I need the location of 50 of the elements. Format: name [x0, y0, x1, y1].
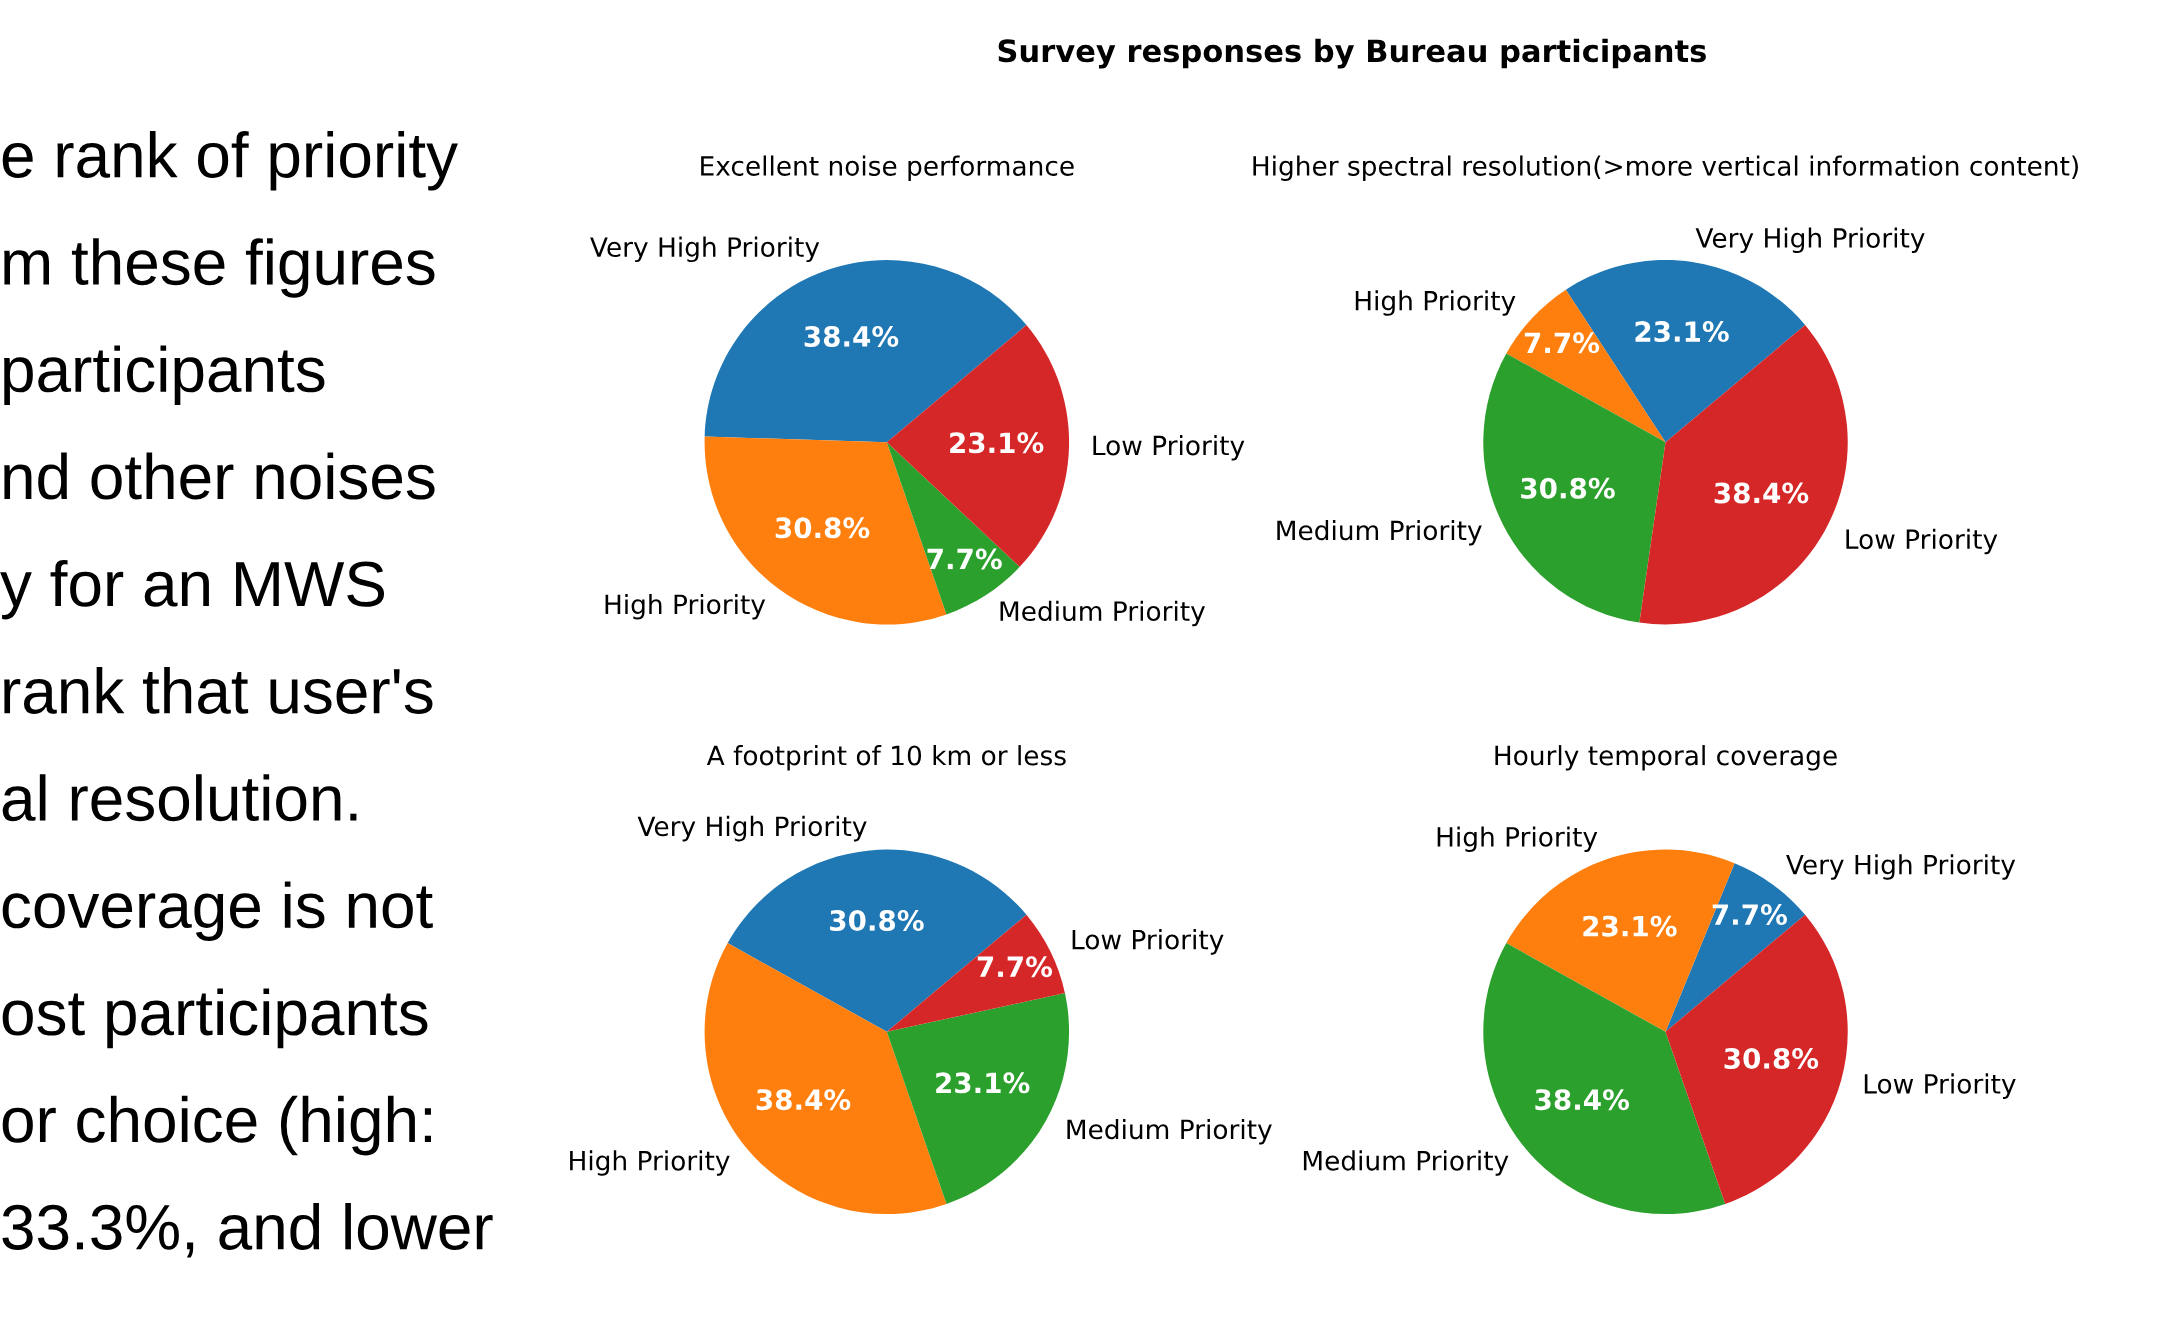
- data-label: 23.1%: [950, 432, 1044, 454]
- text: Survey responses by Bureau participants: [998, 38, 1706, 69]
- text: rank that user's: [4, 667, 433, 714]
- slice-label: Low Priority: [1093, 435, 1245, 461]
- slice-label: Low Priority: [1864, 1073, 2016, 1099]
- data-label: 7.7%: [927, 548, 1002, 570]
- text: coverage is not: [2, 881, 433, 941]
- text: e rank of priority: [2, 131, 458, 191]
- chart-title: Hourly temporal coverage: [1495, 745, 1837, 771]
- slice-label: Low Priority: [1846, 528, 1998, 555]
- pie-slice: [886, 993, 1069, 1204]
- data-label: 23.1%: [1583, 915, 1677, 937]
- slice-label: Very High Priority: [590, 236, 820, 263]
- slice-label: High Priority: [1437, 826, 1598, 852]
- slice-label: Very High Priority: [1695, 227, 1925, 254]
- slice-label: Low Priority: [1072, 929, 1224, 955]
- slice-label: Medium Priority: [1277, 519, 1482, 546]
- text: or choice (high:: [2, 1095, 431, 1156]
- data-label: 30.8%: [1521, 477, 1615, 499]
- slice-label: High Priority: [605, 593, 766, 620]
- data-label: 30.8%: [830, 910, 924, 932]
- text: participants: [4, 345, 325, 405]
- data-label: 30.8%: [1724, 1047, 1819, 1069]
- slice-label: Very High Priority: [637, 815, 867, 842]
- slice-label: Very High Priority: [1786, 854, 2016, 880]
- slice-label: Medium Priority: [1000, 600, 1205, 627]
- text: y for an MWS: [0, 559, 385, 620]
- text: 33.3%, and lower: [2, 1203, 493, 1258]
- data-label: 38.4%: [804, 325, 899, 347]
- slice-label: Medium Priority: [1303, 1150, 1509, 1176]
- slice-label: Medium Priority: [1067, 1118, 1272, 1145]
- data-label: 7.7%: [1712, 904, 1787, 926]
- chart-title: Higher spectral resolution(>more vertical information content): [1253, 155, 2078, 181]
- text: nd other noises: [4, 452, 435, 500]
- data-label: 23.1%: [1635, 321, 1729, 343]
- chart-title: A footprint of 10 km or less: [706, 745, 1066, 771]
- chart-title: Excellent noise performance: [701, 155, 1074, 181]
- data-label: 38.4%: [1714, 482, 1809, 504]
- slice-label: High Priority: [1355, 290, 1516, 316]
- pie-slice: [1483, 353, 1666, 623]
- text: al resolution.: [2, 774, 357, 822]
- text: ost participants: [2, 988, 428, 1049]
- data-label: 7.7%: [977, 956, 1053, 978]
- data-label: 30.8%: [775, 517, 870, 539]
- text: m these figures: [4, 238, 435, 298]
- slice-label: High Priority: [570, 1150, 730, 1176]
- data-label: 7.7%: [1524, 332, 1600, 354]
- data-label: 23.1%: [936, 1072, 1030, 1094]
- data-label: 38.4%: [756, 1089, 851, 1111]
- data-label: 38.4%: [1535, 1089, 1630, 1111]
